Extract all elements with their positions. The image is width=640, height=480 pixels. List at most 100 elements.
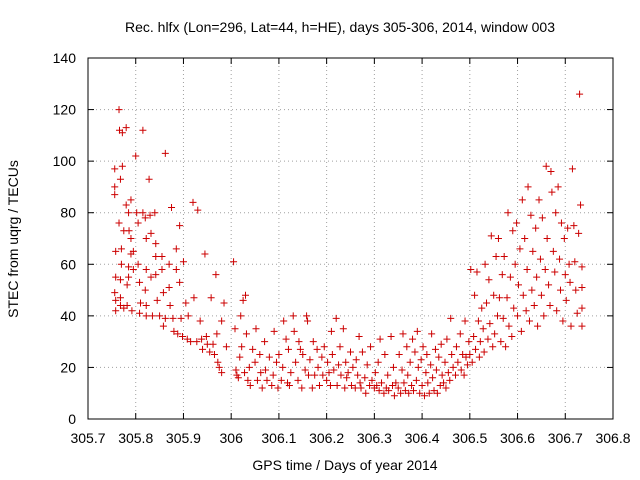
data-point xyxy=(275,351,283,359)
data-point xyxy=(366,381,374,389)
data-point xyxy=(444,369,452,377)
data-point xyxy=(441,358,449,366)
x-tick-label: 306.7 xyxy=(548,430,583,446)
data-point xyxy=(472,345,480,353)
data-point xyxy=(142,235,150,242)
data-point xyxy=(295,338,303,346)
data-point xyxy=(509,227,517,235)
data-point xyxy=(556,255,564,263)
data-point xyxy=(294,376,302,384)
data-point xyxy=(570,222,578,230)
data-point xyxy=(384,371,392,379)
data-point xyxy=(319,371,327,379)
data-point xyxy=(425,389,433,397)
data-point xyxy=(447,314,455,322)
data-point xyxy=(362,389,370,397)
data-point xyxy=(265,353,273,361)
data-point xyxy=(218,317,226,325)
data-point xyxy=(371,369,379,377)
data-point xyxy=(125,227,133,235)
data-point xyxy=(111,165,119,173)
data-point xyxy=(220,299,228,307)
data-point xyxy=(529,247,537,255)
data-point xyxy=(498,271,506,279)
data-point xyxy=(518,196,526,204)
data-point xyxy=(566,278,574,286)
data-point xyxy=(462,353,470,361)
x-tick-label: 306.6 xyxy=(500,430,535,446)
data-point xyxy=(373,381,381,389)
data-point xyxy=(315,381,323,389)
data-point xyxy=(128,307,136,315)
data-point xyxy=(111,183,119,191)
data-point xyxy=(357,384,365,392)
data-point xyxy=(305,371,312,379)
data-point xyxy=(129,265,137,273)
data-point xyxy=(578,322,586,330)
data-point xyxy=(332,314,340,322)
data-point xyxy=(184,312,192,320)
data-point xyxy=(549,247,557,255)
data-point xyxy=(218,369,226,377)
data-point xyxy=(141,286,149,294)
data-point xyxy=(452,371,459,379)
data-point xyxy=(344,369,352,377)
data-point xyxy=(242,330,250,338)
data-point xyxy=(465,338,473,346)
data-point xyxy=(506,273,514,281)
x-tick-label: 306.2 xyxy=(309,430,344,446)
data-point xyxy=(406,358,414,366)
data-point xyxy=(134,219,142,227)
chart-title: Rec. hlfx (Lon=296, Lat=44, h=HE), days … xyxy=(125,19,555,35)
data-point xyxy=(352,356,360,364)
data-point xyxy=(118,162,126,170)
data-point xyxy=(279,363,287,371)
data-point xyxy=(290,327,298,335)
data-point xyxy=(280,317,288,325)
data-point xyxy=(116,175,124,183)
data-point xyxy=(125,273,133,281)
data-point xyxy=(142,312,150,320)
data-point xyxy=(418,381,426,389)
data-point xyxy=(326,381,334,389)
data-point xyxy=(336,343,344,351)
data-point xyxy=(147,229,155,237)
data-point xyxy=(562,296,570,304)
data-point xyxy=(442,384,450,392)
data-point xyxy=(189,198,197,206)
data-point xyxy=(575,229,583,237)
data-point xyxy=(313,345,321,353)
data-point xyxy=(356,379,364,387)
data-point xyxy=(214,358,222,366)
data-point xyxy=(292,358,300,366)
data-point xyxy=(494,235,502,242)
data-point xyxy=(330,366,338,374)
data-point xyxy=(456,330,464,338)
data-point xyxy=(517,327,525,335)
data-point xyxy=(339,325,347,333)
data-point xyxy=(437,340,445,348)
data-point xyxy=(403,343,411,351)
data-point xyxy=(304,317,312,325)
data-point xyxy=(328,351,336,359)
data-point xyxy=(424,379,432,387)
data-point xyxy=(176,278,184,286)
data-point xyxy=(134,260,142,268)
data-point xyxy=(414,363,422,371)
data-point xyxy=(474,317,482,325)
data-point xyxy=(540,312,548,320)
data-point xyxy=(443,335,451,343)
axis-ticks xyxy=(87,57,614,420)
data-point xyxy=(438,371,446,379)
data-point xyxy=(398,366,406,374)
data-point xyxy=(333,381,341,389)
data-point xyxy=(537,291,545,299)
data-point xyxy=(497,338,505,346)
data-point xyxy=(400,379,408,387)
plot-frame xyxy=(87,57,614,420)
data-point xyxy=(557,219,565,227)
data-point xyxy=(553,307,561,315)
data-point xyxy=(475,353,483,361)
data-point xyxy=(182,299,190,307)
data-point xyxy=(343,374,351,382)
